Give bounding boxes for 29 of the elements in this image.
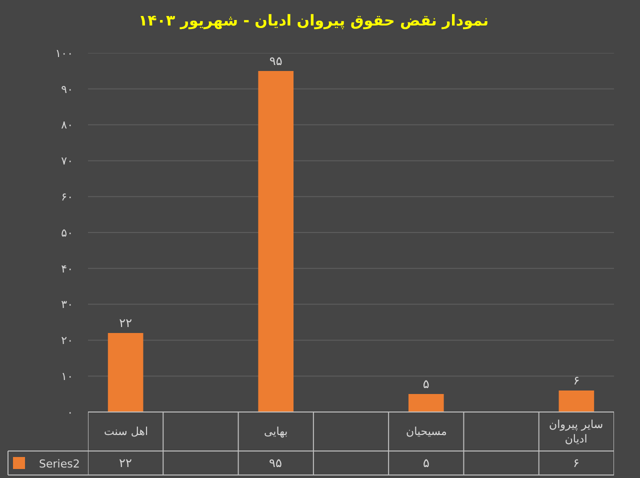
data-label: ۶: [573, 456, 580, 470]
bar: [408, 394, 444, 412]
data-label: ۲۲: [119, 456, 132, 470]
y-tick-label: ۴۰: [61, 262, 73, 276]
text: ۹۵: [269, 54, 282, 68]
y-tick-label: ۲۰: [61, 334, 73, 348]
x-tick-label: بهایی: [264, 425, 288, 438]
bar: [558, 390, 594, 412]
x-tick-label: سایر پیروان ادیان: [549, 418, 604, 446]
x-tick-label: مسیحیان: [406, 425, 447, 438]
text: ۵: [422, 377, 430, 392]
text: ۲۲: [119, 316, 132, 330]
bar: [108, 333, 144, 412]
x-tick-label: اهل سنت: [104, 425, 148, 438]
y-tick-label: ۵۰: [61, 226, 73, 240]
data-label: ۵: [423, 456, 430, 470]
y-tick-label: ۱۰۰: [55, 46, 73, 60]
y-tick-label: ۱۰: [61, 370, 73, 383]
text: ۶: [573, 373, 580, 388]
y-tick-label: ۳۰: [61, 298, 73, 312]
data-label: ۹۵: [269, 456, 282, 470]
y-tick-label: ۰: [67, 406, 73, 419]
legend-label: Series2: [39, 457, 80, 470]
chart-title: نمودار نقض حقوق پیروان ادیان - شهریور ۱۴۰۳: [138, 11, 489, 30]
y-tick-label: ۸۰: [61, 118, 73, 132]
bar: [258, 70, 294, 412]
y-tick-label: ۷۰: [61, 154, 73, 168]
y-tick-label: ۹۰: [61, 82, 73, 96]
y-tick-label: ۶۰: [61, 190, 73, 204]
